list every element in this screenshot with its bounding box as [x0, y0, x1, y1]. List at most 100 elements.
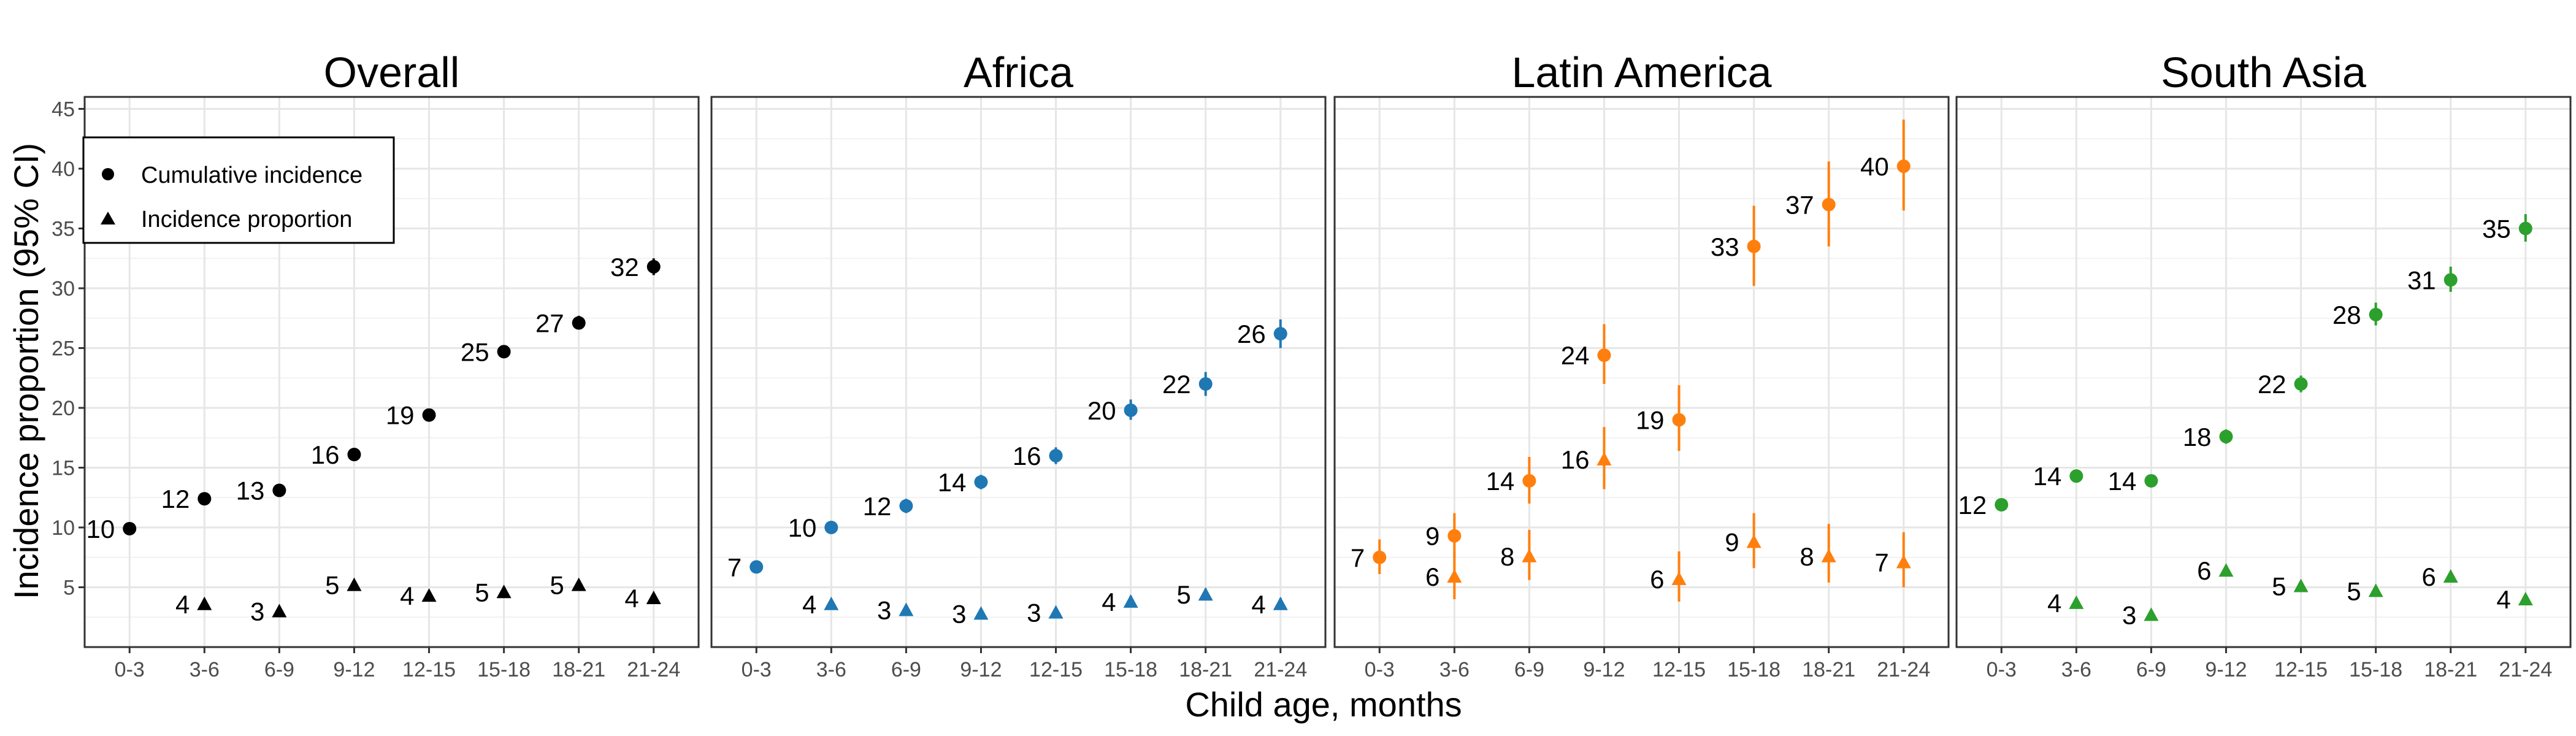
data-label: 5: [325, 571, 339, 600]
x-tick-label: 12-15: [1029, 658, 1083, 681]
data-label: 3: [1027, 598, 1041, 627]
y-tick-label: 45: [52, 98, 75, 121]
data-label: 8: [1800, 542, 1814, 571]
data-label: 5: [550, 571, 564, 600]
incidence-point: [496, 585, 512, 599]
incidence-point: [973, 606, 989, 620]
data-label: 6: [1650, 565, 1664, 594]
legend-triangle-icon: [101, 212, 115, 224]
incidence-point: [1821, 548, 1836, 562]
x-tick-label: 9-12: [960, 658, 1002, 681]
data-label: 4: [624, 584, 638, 613]
data-label: 32: [610, 253, 639, 282]
cumulative-point: [123, 521, 137, 535]
incidence-point: [1896, 554, 1911, 569]
cumulative-point: [197, 492, 212, 506]
y-tick-label: 35: [52, 218, 75, 241]
data-label: 9: [1725, 527, 1739, 556]
cumulative-point: [1597, 348, 1611, 362]
data-label: 13: [236, 477, 265, 505]
data-label: 25: [461, 337, 489, 366]
x-tick-label: 18-21: [1179, 658, 1232, 681]
panel-background: [1957, 97, 2570, 647]
data-label: 14: [2108, 467, 2137, 496]
legend-box: [82, 136, 395, 244]
legend: Cumulative incidence Incidence proportio…: [82, 136, 395, 244]
incidence-point: [2218, 563, 2234, 577]
cumulative-point: [2069, 469, 2083, 483]
cumulative-point: [1373, 550, 1387, 564]
data-label: 4: [400, 581, 414, 610]
data-label: 12: [161, 485, 190, 513]
cumulative-point: [2294, 377, 2308, 391]
x-tick-label: 3-6: [190, 658, 220, 681]
x-tick-label: 3-6: [1439, 658, 1470, 681]
x-tick-label: 6-9: [1514, 658, 1544, 681]
data-label: 19: [1636, 406, 1665, 435]
incidence-point: [1746, 534, 1761, 548]
cumulative-point: [899, 499, 913, 513]
panels-layer: Overall 0-3 3-6 6-9 9-12 12-15 15-18 18-21 21-24…: [52, 48, 2572, 681]
incidence-point: [347, 577, 362, 591]
data-label: 9: [1425, 522, 1439, 551]
x-tick-label: 15-18: [1727, 658, 1781, 681]
data-label: 7: [1351, 543, 1365, 572]
incidence-point: [1522, 548, 1537, 562]
data-label: 5: [2347, 577, 2361, 605]
panel: Latin America 0-3 3-6 6-9 9-12 12-15 15-18 18-2…: [1333, 48, 1950, 681]
x-tick-label: 18-21: [2424, 658, 2477, 681]
x-tick-label: 21-24: [2499, 658, 2552, 681]
data-label: 3: [2122, 600, 2136, 629]
data-label: 4: [1251, 590, 1265, 619]
y-tick-label: 25: [52, 337, 75, 361]
cumulative-point: [422, 408, 436, 422]
data-label: 37: [1785, 191, 1814, 220]
x-tick-label: 15-18: [2349, 658, 2402, 681]
data-label: 16: [1561, 445, 1590, 474]
cumulative-point: [1273, 327, 1287, 341]
data-label: 16: [1013, 442, 1041, 470]
panel: Africa 0-3 3-6 6-9 9-12 12-15 15-18 18-21 21-24 7…: [710, 48, 1327, 681]
incidence-point: [1198, 587, 1213, 601]
data-label: 22: [2258, 370, 2287, 399]
data-label: 35: [2482, 215, 2511, 243]
x-tick-label: 0-3: [1987, 658, 2017, 681]
incidence-point: [421, 588, 437, 602]
panel-border: [83, 96, 700, 648]
panel-border: [1333, 96, 1950, 648]
x-tick-label: 9-12: [1583, 658, 1625, 681]
x-tick-label: 0-3: [1365, 658, 1395, 681]
x-tick-label: 3-6: [816, 658, 846, 681]
incidence-point: [2069, 595, 2084, 609]
x-axis-title: Child age, months: [1185, 685, 1462, 724]
x-tick-label: 6-9: [264, 658, 294, 681]
data-label: 20: [1087, 396, 1116, 425]
data-label: 28: [2333, 301, 2361, 329]
data-label: 33: [1711, 232, 1739, 261]
cumulative-point: [1522, 473, 1536, 488]
data-label: 27: [535, 309, 564, 338]
x-tick-label: 12-15: [1652, 658, 1706, 681]
data-label: 10: [788, 513, 817, 542]
incidence-point: [646, 591, 661, 605]
cumulative-point: [572, 316, 586, 330]
data-label: 5: [2272, 572, 2286, 601]
data-label: 4: [175, 590, 190, 619]
cumulative-point: [1447, 529, 1462, 543]
y-tick-label: 20: [52, 397, 75, 420]
x-tick-label: 15-18: [477, 658, 531, 681]
data-label: 16: [311, 440, 340, 469]
y-tick-label: 15: [52, 457, 75, 480]
incidence-point: [1671, 571, 1687, 585]
data-label: 4: [2496, 585, 2510, 614]
incidence-point: [2518, 592, 2533, 605]
data-label: 22: [1162, 370, 1191, 399]
x-tick-label: 18-21: [1802, 658, 1855, 681]
panel-border: [710, 96, 1327, 648]
legend-incidence-label: Incidence proportion: [141, 207, 352, 232]
incidence-point: [1597, 451, 1612, 466]
data-label: 3: [250, 597, 264, 626]
cumulative-point: [974, 475, 988, 489]
incidence-point: [2368, 583, 2383, 597]
